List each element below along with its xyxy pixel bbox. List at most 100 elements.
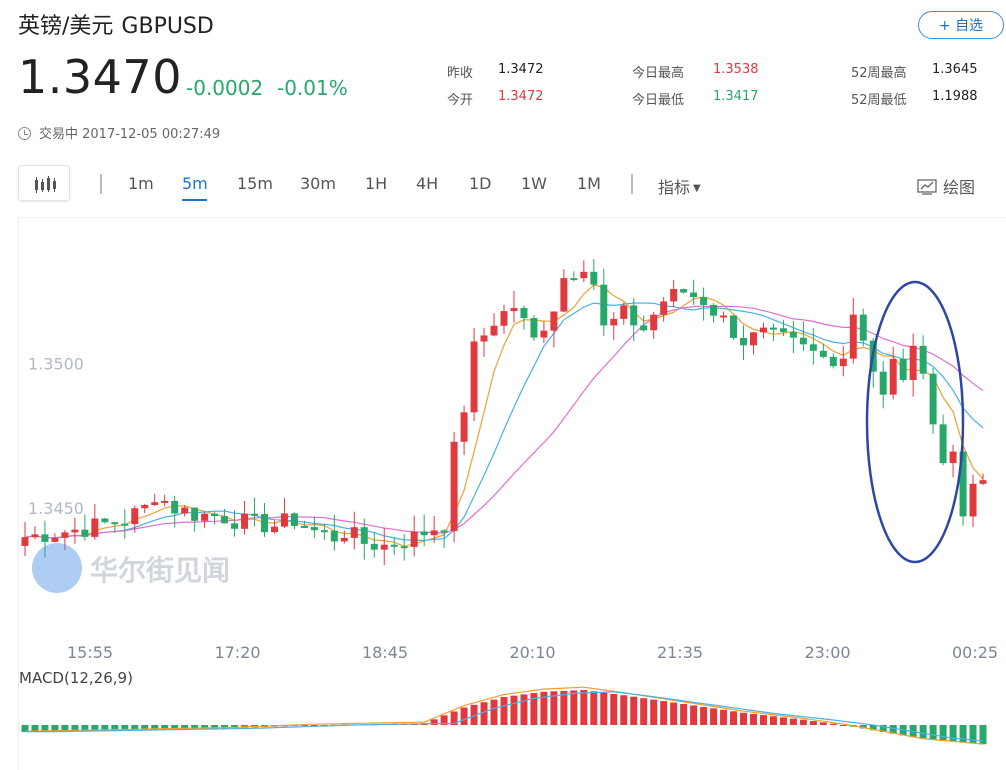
macd-bar [879, 725, 887, 732]
candle-body [201, 513, 209, 521]
x-tick-label: 23:00 [804, 643, 850, 662]
candle-body [640, 325, 648, 331]
candle-body [979, 480, 987, 484]
candle-body [380, 544, 388, 550]
trading-status: 交易中 2017-12-05 00:27:49 [18, 123, 220, 142]
indicator-dropdown[interactable]: 指标 ▼ [658, 174, 701, 198]
macd-bar [730, 711, 738, 725]
candle-body [490, 325, 498, 336]
candle-body [530, 318, 538, 338]
x-tick-label: 21:35 [657, 643, 703, 662]
macd-bar [520, 694, 528, 725]
macd-bar [51, 725, 59, 732]
candle-body [740, 337, 747, 346]
timeframe-1d[interactable]: 1D [469, 174, 492, 193]
timeframe-1m[interactable]: 1m [128, 174, 154, 193]
candle-body [560, 278, 568, 312]
stat-day-high-value: 1.3538 [713, 62, 759, 77]
candle-body [769, 327, 777, 330]
x-tick-label: 20:10 [509, 643, 555, 662]
macd-bar [769, 716, 777, 725]
macd-bar [959, 725, 967, 743]
macd-bar [480, 702, 488, 725]
macd-bar [440, 715, 448, 725]
draw-button[interactable]: 绘图 [917, 174, 975, 198]
candle-body [620, 305, 628, 319]
stat-52w-low-value: 1.1988 [932, 89, 978, 104]
candle-body [510, 307, 518, 312]
candle-body [360, 527, 368, 544]
timeframe-1mo[interactable]: 1M [577, 174, 601, 193]
x-tick-label: 00:25 [952, 643, 998, 662]
timeframe-5m[interactable]: 5m [182, 174, 208, 193]
macd-bar [640, 698, 648, 725]
timeframe-1h[interactable]: 1H [365, 174, 388, 193]
candle-body [730, 315, 738, 338]
candle-body [330, 530, 338, 542]
macd-bar [211, 725, 219, 729]
macd-bar [859, 725, 867, 729]
candle-body [909, 345, 917, 381]
candle-body [460, 412, 468, 442]
candle-body [211, 513, 219, 517]
candle-body [420, 531, 428, 536]
macd-bar [221, 725, 229, 729]
candle-body [270, 526, 278, 533]
caret-down-icon: ▼ [693, 183, 701, 194]
candle-body [71, 529, 79, 533]
macd-bar [31, 725, 39, 732]
macd-bar [650, 699, 658, 725]
chart-type-button[interactable] [18, 165, 70, 201]
candle-body [889, 358, 897, 395]
candle-body [61, 532, 69, 538]
macd-bar [809, 721, 817, 725]
ma-slow-line [24, 305, 984, 539]
add-favorite-button[interactable]: + 自选 [918, 11, 1004, 39]
candle-body [221, 516, 229, 524]
candle-body [570, 278, 578, 281]
candle-body [949, 451, 957, 464]
macd-bar [969, 725, 977, 744]
candle-body [310, 527, 318, 531]
x-tick-label: 15:55 [67, 643, 113, 662]
macd-bar [111, 725, 119, 731]
stat-52w-low-label: 52周最低 [851, 93, 907, 108]
candle-body [290, 513, 298, 526]
timeframe-4h[interactable]: 4H [416, 174, 439, 193]
macd-bar [580, 690, 588, 725]
candle-body [21, 537, 29, 546]
candle-body [550, 311, 558, 331]
timeframe-1w[interactable]: 1W [521, 174, 547, 193]
candle-body [959, 451, 967, 517]
candle-body [340, 537, 348, 542]
macd-bar [540, 691, 548, 725]
candle-body [829, 356, 837, 367]
candle-body [630, 305, 638, 326]
macd-bar [789, 718, 797, 725]
timeframe-15m[interactable]: 15m [237, 174, 273, 193]
macd-bar [131, 725, 139, 731]
price-change-percent: -0.01% [277, 76, 348, 100]
ma-mid-line [24, 302, 984, 542]
stat-day-high-label: 今日最高 [632, 66, 685, 81]
macd-bar [779, 717, 787, 725]
macd-bar [869, 725, 877, 731]
stat-day-low-label: 今日最低 [632, 93, 685, 108]
macd-bar [919, 725, 927, 739]
macd-line [24, 686, 984, 745]
macd-bar [300, 725, 308, 726]
macd-bar [630, 696, 638, 725]
candle-body [859, 314, 867, 341]
candle-body [720, 315, 728, 318]
candle-body [879, 371, 887, 395]
candle-body [849, 314, 857, 359]
macd-bar [889, 725, 897, 734]
chart-frame [18, 217, 1006, 770]
timeframe-30m[interactable]: 30m [300, 174, 336, 193]
macd-bar [720, 709, 728, 725]
macd-bar [201, 725, 209, 729]
candle-body [251, 513, 259, 516]
macd-bar [171, 725, 179, 730]
candle-body [320, 530, 328, 533]
